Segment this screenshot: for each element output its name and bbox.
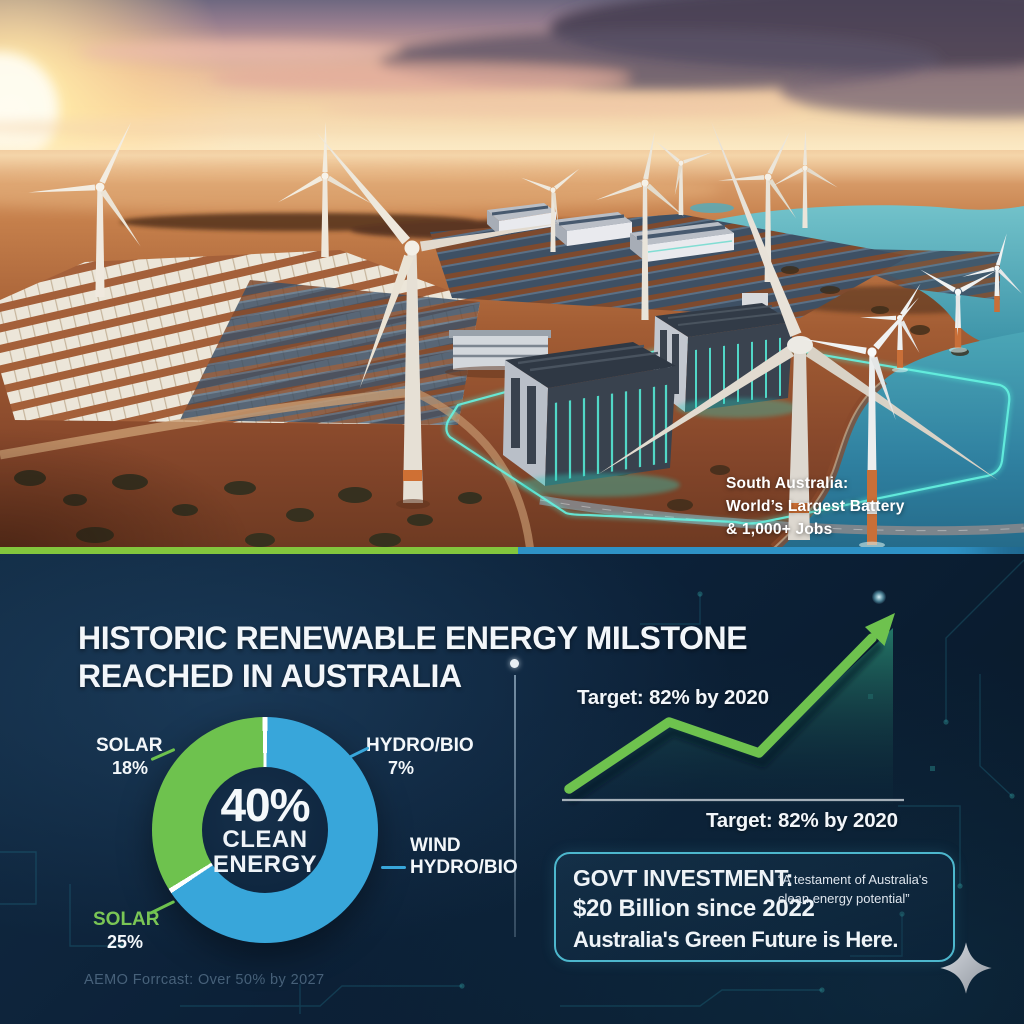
offshore-turbines <box>801 233 1023 548</box>
hero-photo-illustration <box>0 0 1024 548</box>
callout-solar-25: SOLAR 25% <box>93 909 160 953</box>
callout-value: 18% <box>112 758 149 778</box>
clouds <box>0 0 1024 136</box>
investment-heading: GOVT INVESTMENT: <box>573 865 794 891</box>
photo-caption-line1: South Australia: <box>726 475 849 492</box>
callout-wind-hydro-bio: WIND HYDRO/BIO <box>410 835 518 879</box>
photo-caption-line2: World’s Largest Battery <box>726 498 905 515</box>
target-label-above: Target: 82% by 2020 <box>577 686 769 709</box>
aemo-footnote: AEMO Forrcast: Over 50% by 2027 <box>84 972 325 988</box>
title-line2: REACHED IN AUSTRALIA <box>78 658 462 695</box>
callout-label: WIND <box>410 835 461 856</box>
wind-turbine <box>277 122 372 257</box>
callout-value: 25% <box>107 932 144 952</box>
investment-card: GOVT INVESTMENT: $20 Billion since 2022 … <box>554 852 955 962</box>
page-title: HISTORIC RENEWABLE ENERGY MILSTONE REACH… <box>78 619 748 695</box>
section-divider <box>0 547 1024 554</box>
investment-amount: $20 Billion since 2022 <box>573 895 815 922</box>
photo-caption-line3: & 1,000+ Jobs <box>726 521 833 538</box>
battery-building-a <box>503 342 680 497</box>
quote-line2: clean energy potential” <box>778 890 910 906</box>
sparkle-icon <box>940 942 992 994</box>
callout-label: SOLAR <box>93 909 160 930</box>
callout-label: HYDRO/BIO <box>366 735 474 756</box>
callout-solar-18: SOLAR 18% <box>96 735 163 779</box>
column-divider-line <box>514 675 516 937</box>
glow-dot-decoration <box>872 590 886 604</box>
callout-label: HYDRO/BIO <box>410 857 518 878</box>
divider-green-segment <box>0 547 518 554</box>
target-line-chart <box>562 613 904 804</box>
callout-hydro-bio-7: HYDRO/BIO 7% <box>366 735 474 779</box>
infographic-panel: HISTORIC RENEWABLE ENERGY MILSTONE REACH… <box>0 554 1024 1024</box>
donut-chart: 40% CLEAN ENERGY <box>152 717 378 943</box>
callout-value: 7% <box>388 758 415 778</box>
arrowhead-icon <box>865 613 895 646</box>
warehouse-buildings <box>487 203 734 262</box>
hero-photo: South Australia: World’s Largest Battery… <box>0 0 1024 548</box>
divider-blue-segment <box>518 547 1024 554</box>
investment-quote: “A testament of Australia's clean energy… <box>778 871 940 909</box>
donut-center-label-line2: ENERGY <box>212 851 318 878</box>
donut-center-label-line1: CLEAN <box>222 826 308 853</box>
wind-turbine-foreground <box>597 121 999 540</box>
donut-center: 40% CLEAN ENERGY <box>202 767 328 893</box>
callout-tick <box>381 866 406 869</box>
chart-area-fill <box>569 628 893 804</box>
donut-center-value: 40% <box>220 779 310 831</box>
trend-line <box>564 633 877 794</box>
wind-turbine <box>28 122 141 297</box>
quote-line1: “A testament of Australia's <box>778 872 928 887</box>
callout-label: SOLAR <box>96 735 163 756</box>
investment-tagline: Australia's Green Future is Here. <box>573 927 898 952</box>
photo-caption: South Australia: World’s Largest Battery… <box>726 472 905 541</box>
target-label-below: Target: 82% by 2020 <box>706 809 898 832</box>
title-line1: HISTORIC RENEWABLE ENERGY MILSTONE <box>78 620 748 657</box>
column-divider-dot <box>510 659 519 668</box>
